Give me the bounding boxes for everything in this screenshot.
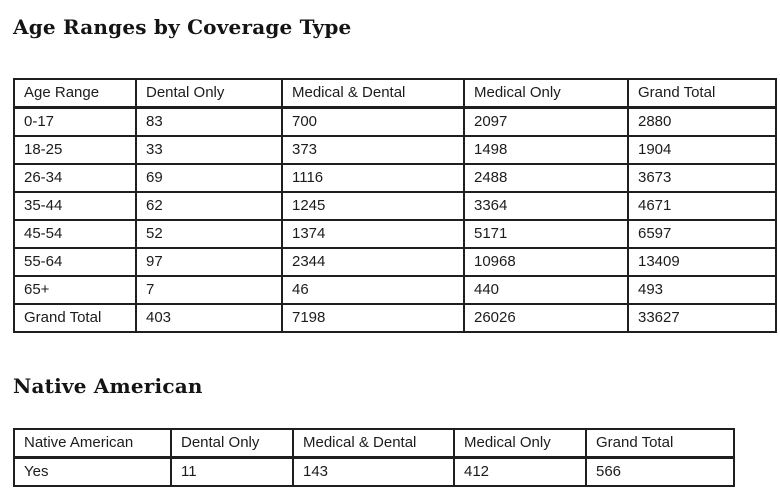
row-label: 0-17: [13, 106, 137, 137]
table-cell: 10968: [463, 247, 629, 277]
column-header-medical-only: Medical Only: [463, 78, 629, 109]
table-cell: 1904: [627, 135, 777, 165]
table-cell: 440: [463, 275, 629, 305]
table-cell: 1374: [281, 219, 465, 249]
row-label: 55-64: [13, 247, 137, 277]
table-cell: 3673: [627, 163, 777, 193]
row-label: 18-25: [13, 135, 137, 165]
row-label: 45-54: [13, 219, 137, 249]
column-header-grand-total: Grand Total: [627, 78, 777, 109]
table-cell: 4671: [627, 191, 777, 221]
table-cell: 62: [135, 191, 283, 221]
age-ranges-section-title: Age Ranges by Coverage Type: [13, 15, 352, 39]
table-row: 35-44 62 1245 3364 4671: [13, 191, 777, 221]
table-cell: 33: [135, 135, 283, 165]
table-cell: 11: [170, 456, 294, 487]
column-header-medical-and-dental: Medical & Dental: [281, 78, 465, 109]
native-american-section-title: Native American: [13, 374, 203, 398]
table-row: 55-64 97 2344 10968 13409: [13, 247, 777, 277]
table-cell: 7198: [281, 303, 465, 333]
table-cell: 412: [453, 456, 587, 487]
table-cell: 7: [135, 275, 283, 305]
table-cell: 493: [627, 275, 777, 305]
row-label: 35-44: [13, 191, 137, 221]
column-header-medical-and-dental: Medical & Dental: [292, 428, 455, 459]
column-header-dental-only: Dental Only: [135, 78, 283, 109]
column-header-medical-only: Medical Only: [453, 428, 587, 459]
column-header-age-range: Age Range: [13, 78, 137, 109]
table-cell: 2097: [463, 106, 629, 137]
table-cell: 1116: [281, 163, 465, 193]
native-american-table: Native American Dental Only Medical & De…: [13, 428, 735, 487]
table-cell: 5171: [463, 219, 629, 249]
table-cell: 97: [135, 247, 283, 277]
row-label: 65+: [13, 275, 137, 305]
table-row-grand-total: Grand Total 403 7198 26026 33627: [13, 303, 777, 333]
column-header-grand-total: Grand Total: [585, 428, 735, 459]
row-label: Yes: [13, 456, 172, 487]
table-header-row: Age Range Dental Only Medical & Dental M…: [13, 78, 777, 109]
table-row: 45-54 52 1374 5171 6597: [13, 219, 777, 249]
table-cell: 33627: [627, 303, 777, 333]
table-cell: 143: [292, 456, 455, 487]
table-cell: 6597: [627, 219, 777, 249]
row-label: 26-34: [13, 163, 137, 193]
table-cell: 3364: [463, 191, 629, 221]
table-row: 65+ 7 46 440 493: [13, 275, 777, 305]
table-cell: 2488: [463, 163, 629, 193]
column-header-native-american: Native American: [13, 428, 172, 459]
table-row: 0-17 83 700 2097 2880: [13, 106, 777, 137]
table-cell: 700: [281, 106, 465, 137]
table-cell: 83: [135, 106, 283, 137]
table-row: 18-25 33 373 1498 1904: [13, 135, 777, 165]
table-cell: 52: [135, 219, 283, 249]
table-cell: 1245: [281, 191, 465, 221]
age-ranges-table: Age Range Dental Only Medical & Dental M…: [13, 78, 777, 333]
table-row: 26-34 69 1116 2488 3673: [13, 163, 777, 193]
table-cell: 2344: [281, 247, 465, 277]
table-header-row: Native American Dental Only Medical & De…: [13, 428, 735, 459]
table-cell: 46: [281, 275, 465, 305]
table-row: Yes 11 143 412 566: [13, 456, 735, 487]
table-cell: 403: [135, 303, 283, 333]
table-cell: 566: [585, 456, 735, 487]
table-cell: 373: [281, 135, 465, 165]
table-cell: 69: [135, 163, 283, 193]
table-cell: 1498: [463, 135, 629, 165]
row-label: Grand Total: [13, 303, 137, 333]
table-cell: 13409: [627, 247, 777, 277]
column-header-dental-only: Dental Only: [170, 428, 294, 459]
table-cell: 2880: [627, 106, 777, 137]
table-cell: 26026: [463, 303, 629, 333]
